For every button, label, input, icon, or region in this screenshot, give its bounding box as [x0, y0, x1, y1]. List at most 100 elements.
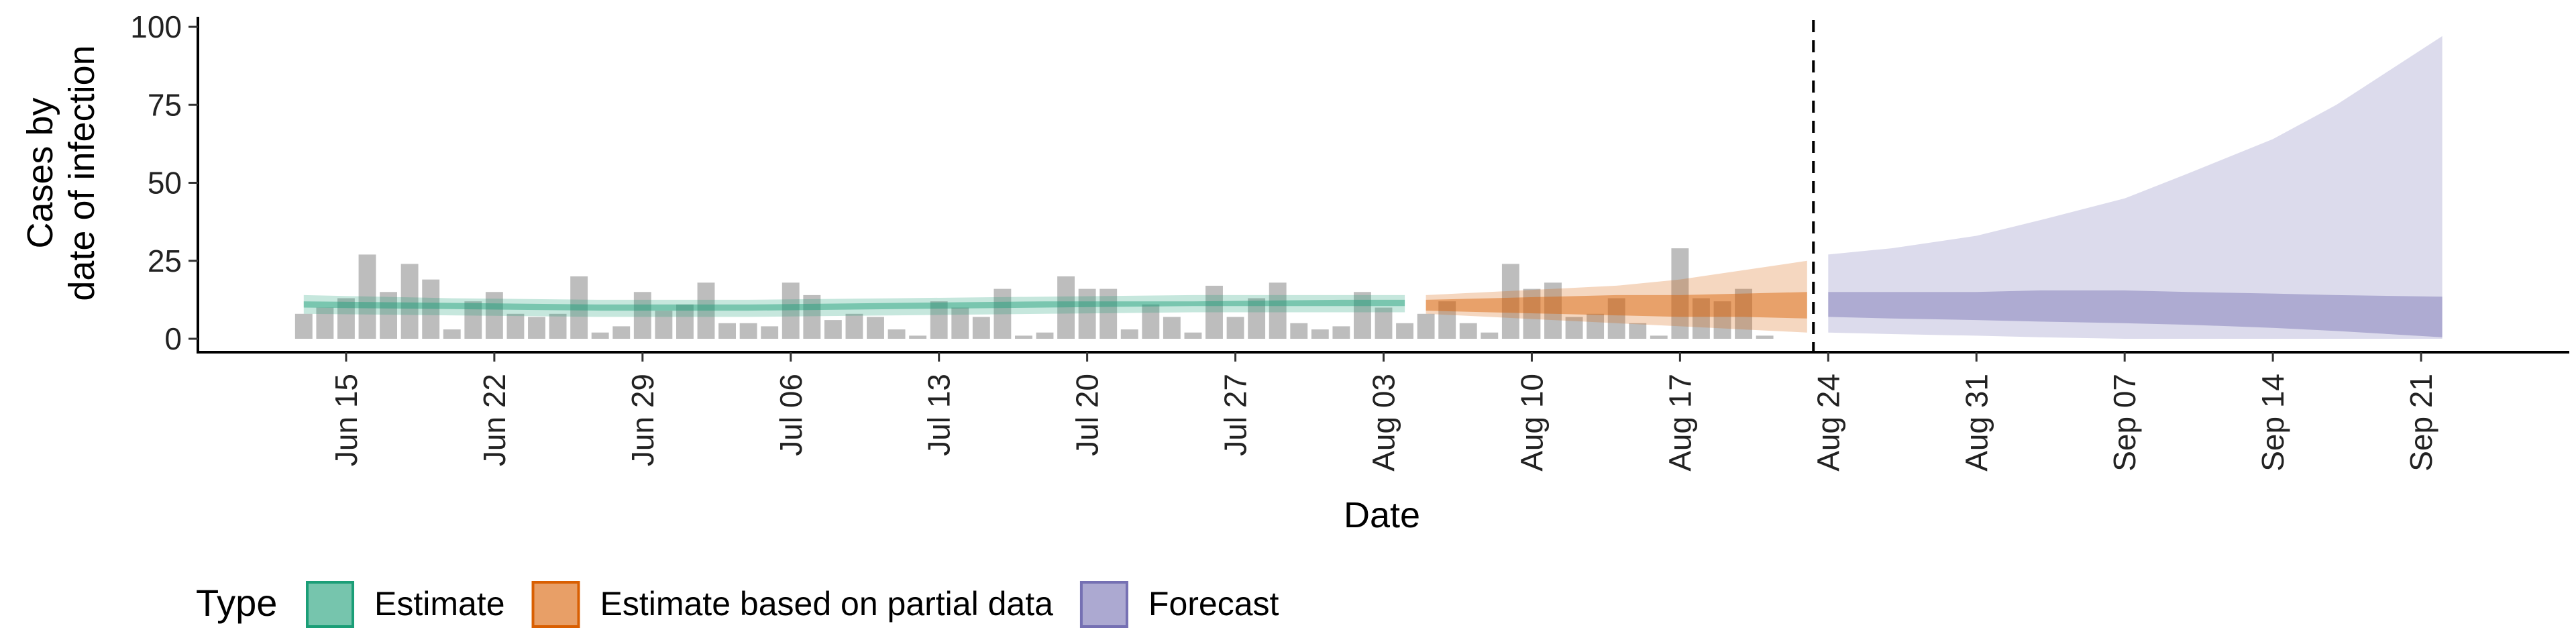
estimate-based-on-partial-data-legend-key: [531, 581, 580, 628]
case-bar: [337, 298, 355, 339]
x-tick-label: Sep 14: [2255, 374, 2290, 472]
case-bar: [422, 279, 440, 339]
case-bar: [358, 254, 376, 339]
case-bar: [1057, 276, 1075, 339]
y-tick-label: 0: [164, 321, 182, 356]
x-tick-label: Jul 13: [922, 374, 957, 456]
case-bar: [972, 317, 990, 339]
case-bar: [1417, 313, 1435, 339]
forecast-inner-band: [1828, 290, 2443, 337]
case-bar: [1756, 335, 1774, 339]
case-bar: [1459, 323, 1477, 339]
x-tick-label: Sep 07: [2107, 374, 2142, 472]
x-tick-label: Aug 17: [1662, 374, 1697, 472]
case-bar: [633, 292, 651, 339]
case-bar: [951, 307, 969, 339]
case-bar: [294, 313, 313, 339]
case-bar: [549, 313, 567, 339]
forecast-legend-key: [1079, 581, 1128, 628]
x-tick-label: Jul 27: [1218, 374, 1253, 456]
case-bar: [612, 326, 631, 339]
case-bar: [1544, 282, 1562, 339]
case-bar: [1163, 317, 1181, 339]
x-axis-title: Date: [1344, 495, 1420, 535]
case-bar: [676, 304, 694, 339]
case-bar: [1120, 329, 1138, 339]
case-bar: [718, 323, 737, 339]
case-bar: [506, 313, 525, 339]
case-bar: [1650, 335, 1668, 339]
x-tick-label: Jul 20: [1070, 374, 1105, 456]
case-bar: [1438, 301, 1456, 339]
forecast-legend-label: Forecast: [1148, 585, 1279, 623]
y-axis-title-line1: Cases by: [20, 97, 60, 248]
case-bar: [570, 276, 588, 339]
y-tick-label: 75: [148, 87, 182, 122]
x-tick-label: Aug 31: [1959, 374, 1994, 472]
case-bar: [739, 323, 757, 339]
y-tick-label: 50: [148, 166, 182, 201]
case-bar: [824, 320, 842, 339]
case-bar: [1396, 323, 1414, 339]
case-bar: [1332, 326, 1350, 339]
case-bar: [655, 311, 673, 339]
case-bar: [697, 282, 715, 339]
case-bar: [1713, 301, 1731, 339]
y-axis-title-line2: date of infection: [62, 45, 102, 301]
case-bar: [528, 317, 545, 339]
case-bar: [845, 313, 863, 339]
case-bar: [1248, 298, 1266, 339]
estimate-outer-band: [303, 294, 1405, 317]
case-bar: [1014, 335, 1032, 339]
case-bar: [803, 294, 821, 339]
case-bar: [485, 292, 503, 339]
case-bar: [1184, 332, 1202, 339]
case-bar: [1692, 298, 1710, 339]
estimate-based-on-partial-data-legend-label: Estimate based on partial data: [600, 585, 1054, 623]
legend-title: Type: [196, 582, 277, 624]
case-bar: [1078, 288, 1096, 339]
case-bar: [1099, 288, 1118, 339]
estimate-inner-band: [303, 299, 1405, 311]
case-bar: [400, 264, 419, 339]
case-bar: [1501, 264, 1519, 339]
case-bar: [761, 326, 779, 339]
case-bar: [1353, 292, 1371, 339]
case-bar: [1226, 317, 1244, 339]
x-tick-label: Sep 21: [2404, 374, 2438, 472]
case-bar: [591, 332, 609, 339]
estimate-legend-label: Estimate: [374, 585, 505, 623]
x-axis-ticks: Jun 15 Jun 22 Jun 29 Jul 06 Jul 13 Jul 20 Jul …: [329, 352, 2438, 472]
case-bar: [1311, 329, 1329, 339]
case-bar: [1269, 282, 1287, 339]
case-bar: [867, 317, 884, 339]
ribbon-bands: [303, 36, 2443, 339]
case-bar: [1205, 285, 1223, 339]
case-bar: [1375, 307, 1393, 339]
case-bar: [443, 329, 461, 339]
case-bar: [380, 292, 398, 339]
y-tick-label: 25: [148, 244, 182, 278]
case-bar: [1587, 313, 1605, 339]
estimate-based-on-partial-data-outer-band: [1426, 260, 1807, 333]
y-tick-label: 100: [130, 9, 182, 44]
case-bar: [1629, 323, 1647, 339]
case-bar: [464, 301, 482, 339]
case-bar: [930, 301, 948, 339]
legend-items: Estimate Estimate based on partial data Fo…: [306, 581, 1279, 628]
x-tick-label: Jun 15: [329, 374, 364, 466]
x-tick-label: Jun 22: [477, 374, 512, 466]
case-bar: [1481, 332, 1499, 339]
x-tick-label: Aug 03: [1366, 374, 1401, 472]
case-bar: [909, 335, 927, 339]
case-bar: [316, 307, 334, 339]
observed-cases-bars: [294, 248, 1774, 339]
case-bar: [1671, 248, 1689, 339]
x-tick-label: Jul 06: [773, 374, 808, 456]
x-tick-label: Aug 10: [1514, 374, 1549, 472]
case-bar: [1607, 298, 1625, 339]
case-bar: [1036, 332, 1054, 339]
legend: Type Estimate Estimate based on partial d…: [196, 581, 1279, 628]
x-tick-label: Aug 24: [1811, 374, 1845, 472]
